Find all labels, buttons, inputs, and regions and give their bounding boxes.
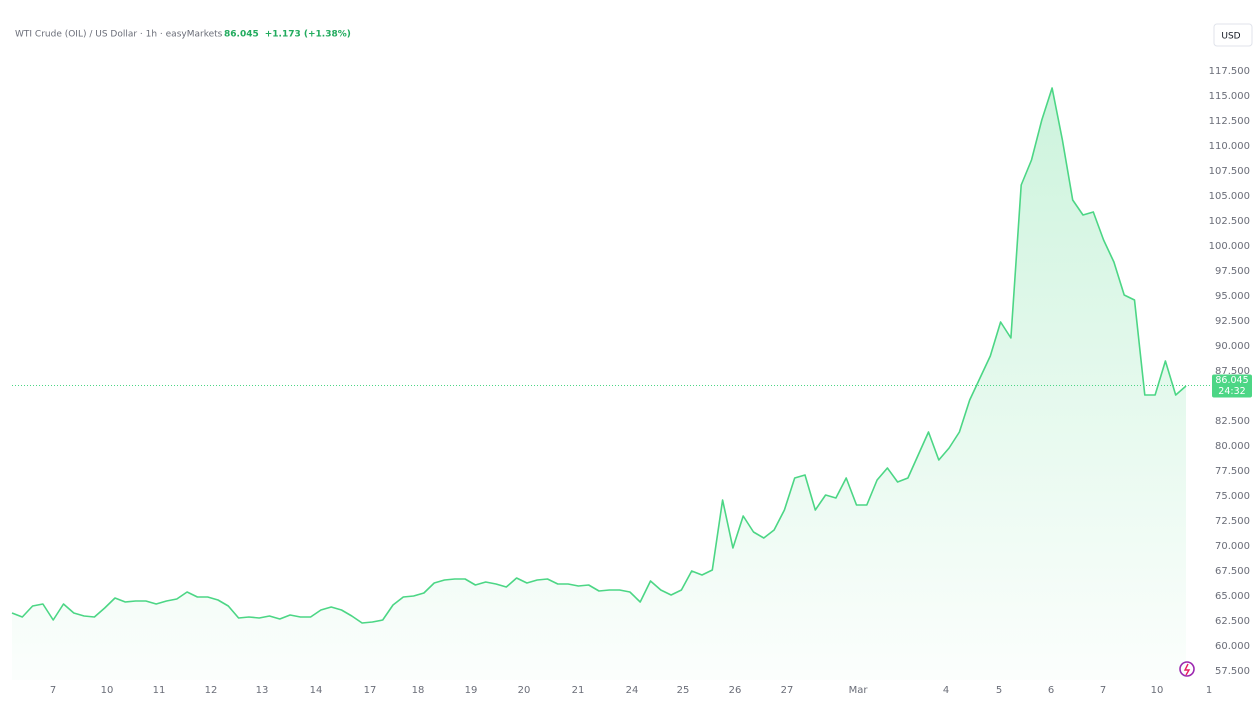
y-tick-label: 95.000 [1215,291,1250,302]
area-fill [12,88,1186,680]
countdown-label: 24:32 [1218,386,1245,397]
x-tick-label: 18 [412,685,425,696]
x-tick-label: 10 [1151,685,1164,696]
y-tick-label: 65.000 [1215,591,1250,602]
y-tick-label: 97.500 [1215,266,1250,277]
y-tick-label: 77.500 [1215,466,1250,477]
x-tick-label: 20 [518,685,531,696]
y-tick-label: 107.500 [1209,166,1250,177]
x-tick-label: 13 [256,685,269,696]
x-tick-label: 6 [1048,685,1054,696]
x-tick-label: 25 [677,685,690,696]
x-tick-label: 7 [50,685,56,696]
y-tick-label: 60.000 [1215,641,1250,652]
y-tick-label: 117.500 [1209,66,1250,77]
y-tick-label: 75.000 [1215,491,1250,502]
header-price: 86.045 [224,30,259,40]
x-tick-label: 4 [943,685,949,696]
y-tick-label: 110.000 [1209,141,1250,152]
y-tick-label: 57.500 [1215,666,1250,677]
y-tick-label: 115.000 [1209,91,1250,102]
x-tick-label: 26 [729,685,742,696]
price-line [11,87,1187,624]
x-tick-label: 19 [465,685,478,696]
x-tick-label: 12 [205,685,218,696]
x-tick-label: 10 [101,685,114,696]
last-price-label: 86.045 [1215,375,1248,386]
x-tick-label: 21 [572,685,585,696]
x-tick-label: Mar [849,685,869,696]
y-tick-label: 112.500 [1209,116,1250,127]
y-tick-label: 80.000 [1215,441,1250,452]
y-tick-label: 62.500 [1215,616,1250,627]
header-change: +1.173 (+1.38%) [265,30,351,40]
y-tick-label: 82.500 [1215,416,1250,427]
x-tick-label: 17 [364,685,377,696]
y-tick-label: 92.500 [1215,316,1250,327]
x-tick-label: 5 [996,685,1002,696]
currency-label[interactable]: USD [1221,32,1240,42]
y-tick-label: 90.000 [1215,341,1250,352]
x-tick-label: 11 [153,685,166,696]
y-tick-label: 87.500 [1215,366,1250,377]
y-tick-label: 102.500 [1209,216,1250,227]
y-tick-label: 67.500 [1215,566,1250,577]
y-tick-label: 100.000 [1209,241,1250,252]
x-tick-label: 24 [626,685,639,696]
currency-button[interactable] [1213,23,1253,47]
symbol-title: WTI Crude (OIL) / US Dollar · 1h · easyM… [15,30,223,40]
x-tick-label: 27 [781,685,794,696]
y-tick-label: 105.000 [1209,191,1250,202]
x-tick-label: 14 [310,685,323,696]
x-tick-label: 7 [1100,685,1106,696]
y-tick-label: 70.000 [1215,541,1250,552]
last-price-box [1212,374,1252,398]
x-tick-label: 1 [1206,685,1212,696]
y-tick-label: 72.500 [1215,516,1250,527]
